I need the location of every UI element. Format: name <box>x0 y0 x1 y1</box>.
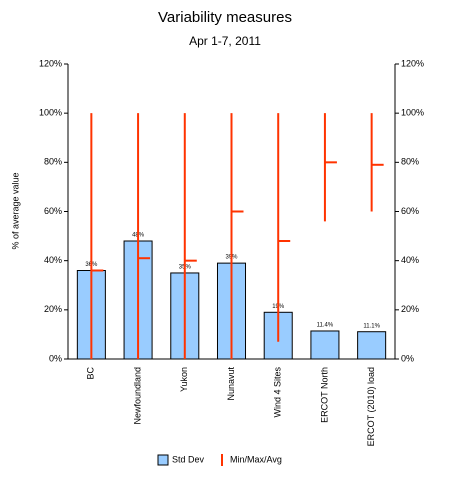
y-axis-label: % of average value <box>10 172 20 249</box>
bar <box>310 330 340 360</box>
chart-subtitle: Apr 1-7, 2011 <box>189 34 261 48</box>
legend-swatch <box>157 454 169 466</box>
y-tick-label: 20% <box>44 304 62 314</box>
y-tick-label: 120% <box>39 58 62 68</box>
x-tick-label: BC <box>86 367 96 380</box>
x-tick-label: Newfoundland <box>132 367 142 425</box>
y2-tick-label: 0% <box>401 353 414 363</box>
y-tick-label: 80% <box>44 157 62 167</box>
y-tick-label: 40% <box>44 255 62 265</box>
y2-tick-label: 40% <box>401 255 419 265</box>
y-tick-label: 60% <box>44 206 62 216</box>
y-tick-label: 0% <box>49 353 62 363</box>
value-label: 11.1% <box>363 323 380 329</box>
y2-tick-label: 100% <box>401 108 424 118</box>
y2-tick-label: 120% <box>401 58 424 68</box>
legend-label: Min/Max/Avg <box>230 454 282 464</box>
x-tick-label: ERCOT North <box>319 367 329 423</box>
chart-title: Variability measures <box>158 9 292 26</box>
y2-tick-label: 20% <box>401 304 419 314</box>
x-tick-label: Wind 4 Sites <box>273 367 283 418</box>
y2-tick-label: 80% <box>401 157 419 167</box>
x-tick-label: Nunavut <box>226 367 236 401</box>
y2-tick-label: 60% <box>401 206 419 216</box>
bar <box>357 331 387 360</box>
legend-label: Std Dev <box>172 454 205 464</box>
y-tick-label: 100% <box>39 108 62 118</box>
x-tick-label: Yukon <box>179 367 189 392</box>
x-tick-label: ERCOT (2010) load <box>366 367 376 446</box>
value-label: 11.4% <box>317 323 334 329</box>
